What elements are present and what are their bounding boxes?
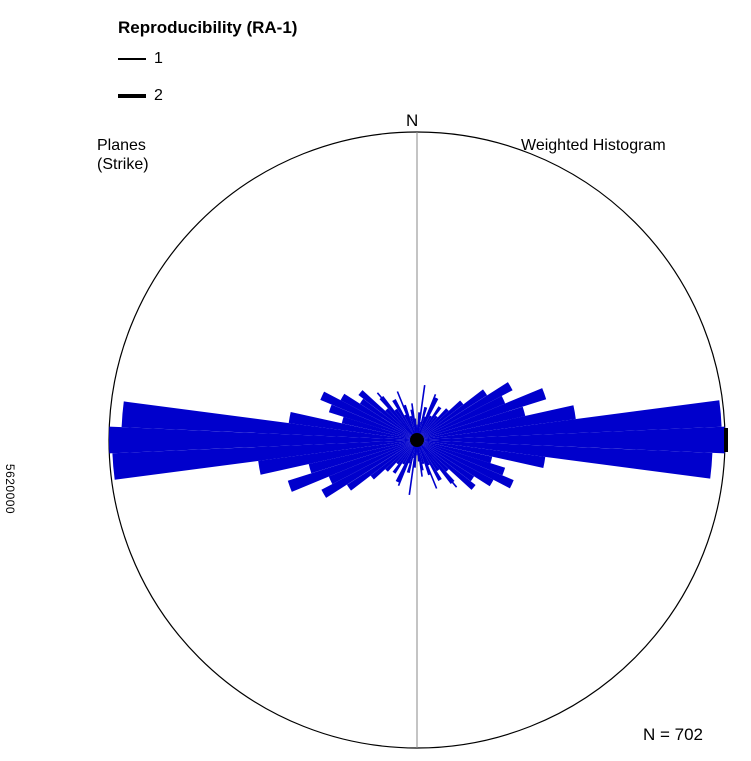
petal-85-a [417,400,722,440]
legend-label-1: 1 [154,50,163,67]
petal-90-b [109,426,418,454]
petal-50-a [417,400,464,440]
petal-45-a [417,408,449,440]
petal-135-b [385,408,417,440]
petal-80-a [417,405,576,440]
petal-50-b [370,440,417,480]
petal-25-b [395,440,417,483]
legend-thick-line-icon [118,94,146,98]
petal-115-b [320,391,417,440]
petal-70-b [287,440,417,492]
petal-0-a [416,424,418,440]
center-spoke-22-b [397,439,418,487]
petal-65-a [417,395,506,440]
petal-30-a [417,415,432,440]
petal-45-b [385,440,417,472]
strike-label: (Strike) [97,156,149,173]
north-label: N [406,111,419,130]
petal-100-b [288,412,417,440]
petal-130-a [417,440,476,490]
petal-95-a [417,440,713,479]
petal-35-b [392,440,417,474]
petal-80-b [258,440,417,475]
petal-35-a [417,406,442,440]
center-spoke-140-b [376,392,418,441]
legend-item-thick: 2 [118,86,163,106]
petal-110-b [328,404,417,440]
petal-130-b [358,390,417,440]
petal-85-b [112,440,418,480]
petal-0-b [416,440,418,456]
petal-135-a [417,440,449,472]
petal-150-a [417,440,442,481]
petal-75-a [417,406,526,440]
petal-60-b [321,440,417,498]
legend-title: Reproducibility (RA-1) [118,18,298,37]
center-spoke-8-a [416,384,426,441]
petal-75-b [308,440,417,474]
petal-30-b [402,440,417,465]
petal-65-b [328,440,417,485]
petal-40-b [396,440,417,465]
petal-60-a [417,382,513,440]
legend-item-thin: 1 [118,49,163,69]
petal-125-a [417,440,475,482]
petal-70-a [417,388,547,440]
weighted-histogram-label: Weighted Histogram [521,137,666,154]
petal-95-b [121,401,417,440]
petal-105-a [417,440,493,464]
petal-115-a [417,440,514,489]
center-spoke-22-a [416,393,437,441]
petal-25-a [417,397,439,440]
legend-thin-line-icon [118,58,146,60]
petal-120-b [340,393,417,440]
center-spoke-8-b [408,439,418,496]
spoke-group [376,384,458,496]
legend-label-2: 2 [154,87,163,104]
center-spoke-158-b [396,391,418,441]
petal-55-b [346,440,417,491]
petal-125-b [359,398,417,440]
petal-90-a [417,426,725,454]
petal-120-a [417,440,494,487]
petal-55-a [417,389,488,440]
center-spoke-158-a [416,439,438,489]
petal-40-a [417,415,438,440]
planes-label: Planes [97,137,146,154]
center-hub [410,433,424,447]
petal-150-b [392,399,417,440]
center-spoke-140-a [416,439,458,488]
count-label: N = 702 [643,725,704,744]
petal-105-b [341,416,417,440]
planes-strike-label: Planes (Strike) [97,136,149,174]
petal-100-a [417,440,546,468]
petal-110-a [417,440,506,476]
